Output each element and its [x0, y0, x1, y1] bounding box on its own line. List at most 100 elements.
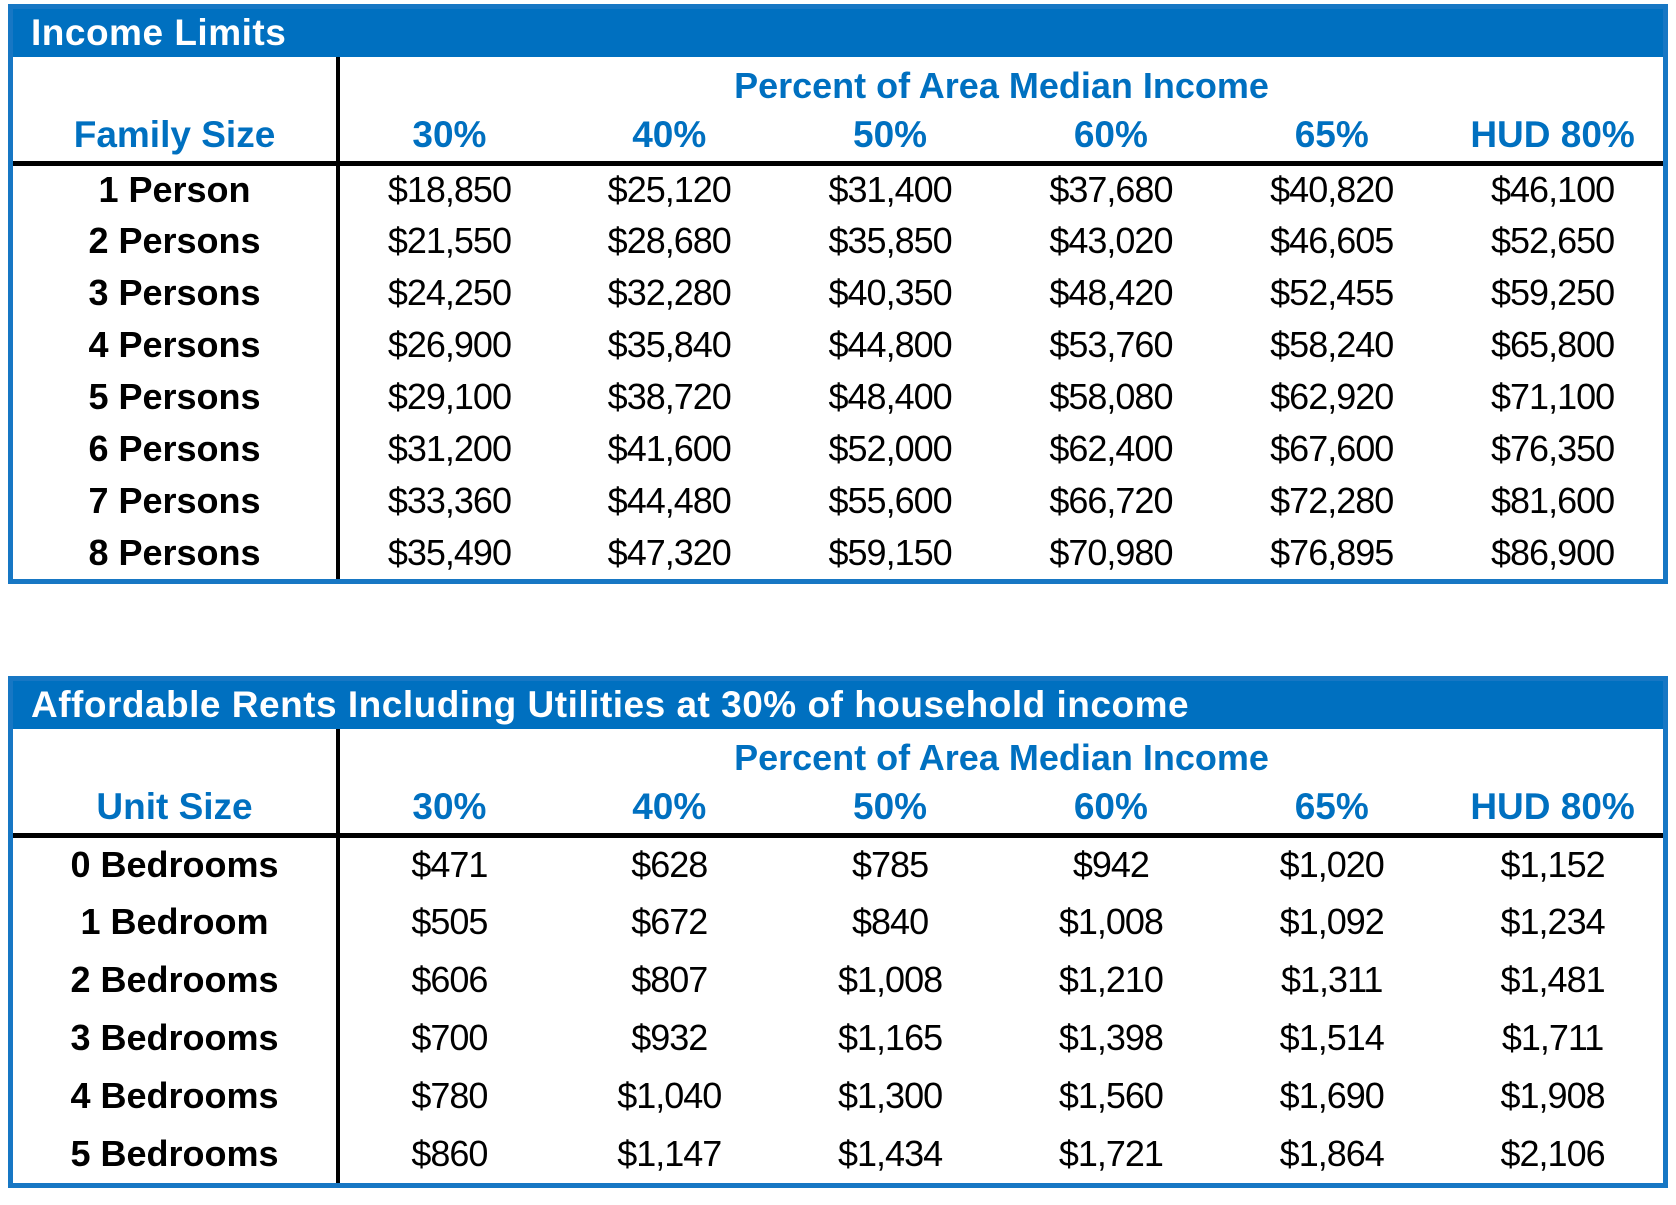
column-header-65: 65%: [1221, 109, 1443, 166]
value-cell: $62,400: [1049, 428, 1173, 469]
value-cell: $18,850: [387, 169, 512, 211]
affordable-rents-header: Percent of Area Median Income Unit Size …: [13, 729, 1663, 838]
value-cell: $700: [411, 1017, 488, 1058]
column-header-40: 40%: [558, 781, 780, 838]
row-header-label: Family Size: [13, 109, 340, 166]
affordable-rents-title: Affordable Rents Including Utilities at …: [31, 684, 1190, 725]
value-cell: $1,690: [1279, 1075, 1385, 1116]
value-cell: $76,350: [1491, 428, 1615, 469]
column-header-50: 50%: [779, 781, 1001, 838]
row-label: 2 Persons: [13, 215, 340, 267]
column-header-row: Family Size 30% 40% 50% 60% 65% HUD 80%: [13, 109, 1663, 166]
value-cell: $72,280: [1270, 480, 1394, 521]
value-cell: $942: [1072, 844, 1150, 886]
column-header-30: 30%: [338, 109, 559, 166]
value-cell: $672: [631, 901, 708, 942]
income-limits-header: Percent of Area Median Income Family Siz…: [13, 57, 1663, 166]
corner-cell: [13, 729, 340, 781]
value-cell: $505: [411, 901, 488, 942]
value-cell: $1,008: [1058, 901, 1164, 942]
value-cell: $48,420: [1049, 272, 1173, 313]
value-cell: $46,100: [1491, 169, 1615, 211]
value-cell: $32,280: [607, 272, 732, 313]
value-cell: $1,514: [1279, 1017, 1385, 1058]
value-cell: $55,600: [828, 480, 953, 521]
value-cell: $785: [852, 844, 929, 886]
value-cell: $53,760: [1049, 324, 1173, 365]
table-row: 2 Persons $21,550 $28,680 $35,850 $43,020 $46…: [13, 215, 1663, 267]
value-cell: $44,800: [828, 324, 953, 365]
affordable-rents-grid: Percent of Area Median Income Unit Size …: [13, 729, 1663, 1183]
income-limits-title: Income Limits: [31, 12, 287, 53]
corner-cell: [13, 57, 340, 109]
value-cell: $21,550: [387, 220, 512, 261]
value-cell: $44,480: [607, 480, 732, 521]
table-row: 3 Persons $24,250 $32,280 $40,350 $48,420 $52…: [13, 267, 1663, 319]
income-limits-table: Income Limits Percent of Area Median Inc…: [8, 4, 1668, 584]
value-cell: $1,152: [1500, 844, 1606, 886]
column-header-60: 60%: [1000, 109, 1222, 166]
value-cell: $28,680: [607, 220, 732, 261]
value-cell: $1,864: [1279, 1133, 1385, 1174]
value-cell: $59,150: [828, 532, 953, 573]
value-cell: $1,092: [1279, 901, 1385, 942]
row-label: 2 Bedrooms: [13, 951, 340, 1009]
table-row: 4 Persons $26,900 $35,840 $44,800 $53,760 $58…: [13, 319, 1663, 371]
value-cell: $52,650: [1491, 220, 1615, 261]
value-cell: $1,165: [838, 1017, 943, 1058]
value-cell: $606: [411, 959, 488, 1000]
column-header-60: 60%: [1000, 781, 1222, 838]
row-label: 4 Persons: [13, 319, 340, 371]
value-cell: $43,020: [1049, 220, 1173, 261]
affordable-rents-title-banner: Affordable Rents Including Utilities at …: [13, 681, 1663, 729]
table-row: 0 Bedrooms $471 $628 $785 $942 $1,020 $1,152: [13, 835, 1663, 893]
value-cell: $71,100: [1491, 376, 1615, 417]
value-cell: $31,200: [387, 428, 512, 469]
column-header-row: Unit Size 30% 40% 50% 60% 65% HUD 80%: [13, 781, 1663, 838]
row-label: 3 Persons: [13, 267, 340, 319]
value-cell: $40,820: [1270, 169, 1394, 211]
value-cell: $1,147: [617, 1133, 722, 1174]
row-label: 7 Persons: [13, 475, 340, 527]
value-cell: $25,120: [607, 169, 732, 211]
value-cell: $31,400: [828, 169, 953, 211]
table-row: 7 Persons $33,360 $44,480 $55,600 $66,720 $72…: [13, 475, 1663, 527]
group-header-row: Percent of Area Median Income: [13, 729, 1663, 781]
row-label: 0 Bedrooms: [13, 835, 340, 893]
value-cell: $1,300: [838, 1075, 943, 1116]
income-limits-body: 1 Person $18,850 $25,120 $31,400 $37,680 $40,…: [13, 163, 1663, 579]
column-header-40: 40%: [558, 109, 780, 166]
table-row: 5 Bedrooms $860 $1,147 $1,434 $1,721 $1,864 $2…: [13, 1125, 1663, 1183]
row-label: 5 Bedrooms: [13, 1125, 340, 1183]
value-cell: $70,980: [1049, 532, 1173, 573]
value-cell: $807: [631, 959, 708, 1000]
value-cell: $33,360: [387, 480, 512, 521]
row-header-label: Unit Size: [13, 781, 340, 838]
column-header-hud80: HUD 80%: [1442, 109, 1663, 166]
table-row: 6 Persons $31,200 $41,600 $52,000 $62,400 $67…: [13, 423, 1663, 475]
column-header-hud80: HUD 80%: [1442, 781, 1663, 838]
value-cell: $76,895: [1270, 532, 1394, 573]
value-cell: $35,490: [387, 532, 512, 573]
value-cell: $780: [411, 1075, 488, 1116]
value-cell: $38,720: [607, 376, 732, 417]
value-cell: $1,711: [1501, 1017, 1604, 1058]
affordable-rents-table: Affordable Rents Including Utilities at …: [8, 676, 1668, 1188]
value-cell: $1,721: [1058, 1133, 1164, 1174]
value-cell: $860: [411, 1133, 488, 1174]
value-cell: $471: [411, 844, 488, 886]
table-row: 1 Person $18,850 $25,120 $31,400 $37,680 $40,…: [13, 163, 1663, 215]
value-cell: $1,481: [1500, 959, 1606, 1000]
value-cell: $48,400: [828, 376, 953, 417]
value-cell: $37,680: [1049, 169, 1173, 211]
value-cell: $40,350: [828, 272, 953, 313]
value-cell: $66,720: [1049, 480, 1173, 521]
table-row: 4 Bedrooms $780 $1,040 $1,300 $1,560 $1,690 $1…: [13, 1067, 1663, 1125]
row-label: 8 Persons: [13, 527, 340, 579]
value-cell: $1,008: [838, 959, 943, 1000]
value-cell: $58,240: [1270, 324, 1394, 365]
value-cell: $65,800: [1491, 324, 1615, 365]
value-cell: $81,600: [1491, 480, 1615, 521]
row-label: 1 Bedroom: [13, 893, 340, 951]
value-cell: $35,840: [607, 324, 732, 365]
